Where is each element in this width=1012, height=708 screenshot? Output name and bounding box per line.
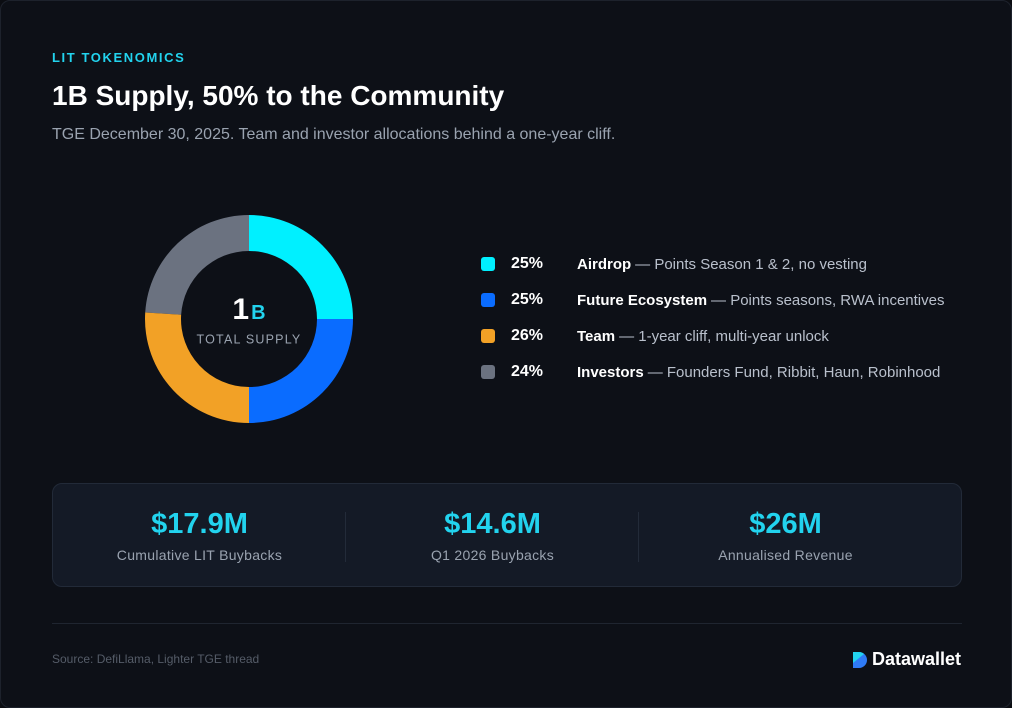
title: 1B Supply, 50% to the Community [52, 80, 505, 111]
stat: $17.9M Cumulative LIT Buybacks [53, 484, 346, 586]
eyebrow: LIT TOKENOMICS [52, 50, 186, 65]
donut-segment [249, 215, 353, 319]
legend-swatch [481, 257, 495, 271]
legend-percent: 25% [511, 255, 544, 272]
legend-description: — Points seasons, RWA incentives [711, 291, 945, 309]
stat-value: $26M [749, 508, 822, 540]
brand: Datawallet [852, 649, 961, 670]
legend-item: 25% Future Ecosystem — Points seasons, RWA… [481, 288, 944, 312]
divider [345, 512, 346, 562]
brand-name: Datawallet [871, 649, 961, 669]
stat-value: $17.9M [151, 508, 248, 540]
stats-panel: $17.9M Cumulative LIT Buybacks $14.6M Q1 20… [52, 483, 962, 587]
stat-label: Q1 2026 Buybacks [430, 547, 555, 563]
center-unit: B [251, 302, 265, 324]
legend-percent: 24% [511, 363, 544, 380]
brand-logo [852, 651, 867, 668]
footer-rule [52, 623, 962, 624]
center-number: 1 [232, 293, 249, 326]
legend-item: 24% Investors — Founders Fund, Ribbit, Hau… [481, 360, 940, 384]
legend-name: Future Ecosystem [577, 291, 708, 309]
donut-segment [145, 312, 249, 423]
legend-description: — 1-year cliff, multi-year unlock [619, 327, 829, 345]
legend-name: Investors [577, 363, 644, 381]
legend-name: Airdrop [577, 255, 632, 273]
legend-description: — Points Season 1 & 2, no vesting [635, 255, 867, 273]
donut-segment [249, 319, 353, 423]
stat-label: Cumulative LIT Buybacks [116, 547, 283, 563]
source: Source: DefiLlama, Lighter TGE thread [52, 652, 260, 666]
stat: $26M Annualised Revenue [639, 484, 932, 586]
legend-name: Team [577, 327, 616, 345]
donut-segment [145, 215, 249, 315]
legend-swatch [481, 365, 495, 379]
legend-swatch [481, 293, 495, 307]
legend-swatch [481, 329, 495, 343]
stat-value: $14.6M [444, 508, 541, 540]
stat-label: Annualised Revenue [718, 547, 853, 563]
legend-description: — Founders Fund, Ribbit, Haun, Robinhood [647, 363, 941, 381]
legend-percent: 26% [511, 327, 544, 344]
legend-item: 26% Team — 1-year cliff, multi-year unlock [481, 324, 829, 348]
stat: $14.6M Q1 2026 Buybacks [346, 484, 639, 586]
divider [638, 512, 639, 562]
center-label: TOTAL SUPPLY [197, 332, 302, 346]
legend-item: 25% Airdrop — Points Season 1 & 2, no vest… [481, 252, 867, 276]
legend-percent: 25% [511, 291, 544, 308]
subtitle: TGE December 30, 2025. Team and investor… [52, 126, 616, 143]
